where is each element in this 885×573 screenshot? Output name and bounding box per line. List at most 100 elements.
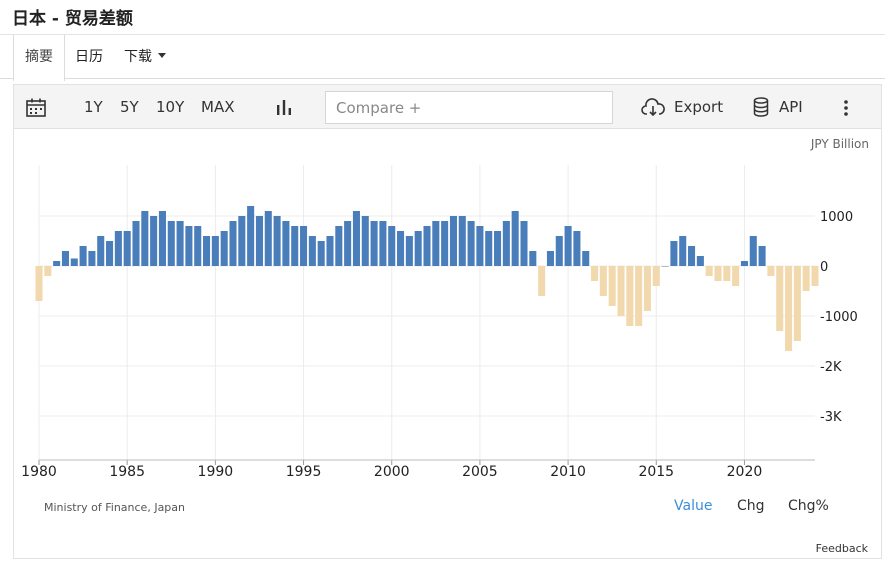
bar <box>626 266 634 326</box>
bar-chart-icon[interactable] <box>276 99 292 115</box>
bar <box>114 231 122 266</box>
cloud-download-icon[interactable] <box>641 98 665 117</box>
bar <box>370 221 378 266</box>
mode-chg-button[interactable]: Chg <box>737 498 765 514</box>
bar <box>264 211 272 266</box>
bar <box>414 231 422 266</box>
tab-calendar[interactable]: 日历 <box>75 49 103 65</box>
bar <box>776 266 784 331</box>
mode-chg-percent-button[interactable]: Chg% <box>788 498 829 514</box>
bar <box>397 231 405 266</box>
bar <box>379 221 387 266</box>
bar <box>388 226 396 266</box>
x-tick-label: 1980 <box>21 464 57 480</box>
bar <box>573 231 581 266</box>
mode-value-button[interactable]: Value <box>674 498 713 514</box>
bar <box>53 261 61 266</box>
data-source: Ministry of Finance, Japan <box>44 501 186 514</box>
bar <box>238 216 246 266</box>
x-tick-label: 2005 <box>462 464 498 480</box>
bar <box>591 266 599 281</box>
chevron-down-icon <box>158 53 166 58</box>
bar <box>308 236 316 266</box>
bar <box>670 241 678 266</box>
bar <box>255 216 263 266</box>
range-max-button[interactable]: MAX <box>201 98 235 116</box>
bar <box>740 261 748 266</box>
bar <box>317 241 325 266</box>
export-button[interactable]: Export <box>674 98 724 116</box>
tab-summary[interactable]: 摘要 <box>13 35 65 81</box>
y-tick-label: 1000 <box>820 210 853 225</box>
compare-input[interactable] <box>325 91 613 124</box>
tab-download-label: 下载 <box>124 49 152 65</box>
more-vertical-icon[interactable] <box>842 99 850 117</box>
bar <box>546 251 554 266</box>
bar <box>529 251 537 266</box>
database-icon[interactable] <box>753 97 769 117</box>
bar <box>661 266 669 267</box>
feedback-link[interactable]: Feedback <box>815 542 868 555</box>
x-tick-label: 2020 <box>727 464 763 480</box>
bar <box>458 216 466 266</box>
bar <box>785 266 793 351</box>
bar <box>176 221 184 266</box>
bar <box>441 221 449 266</box>
bar <box>696 256 704 266</box>
x-tick-label: 2010 <box>550 464 586 480</box>
chart-panel: 1Y 5Y 10Y MAX Export API JPY Billion Min… <box>13 84 882 559</box>
y-tick-label: -3K <box>820 410 842 425</box>
bar <box>70 258 78 266</box>
bar <box>194 226 202 266</box>
bar <box>652 266 660 286</box>
bar <box>141 211 149 266</box>
bar <box>229 221 237 266</box>
bar <box>538 266 546 296</box>
range-10y-button[interactable]: 10Y <box>156 98 185 116</box>
bar <box>617 266 625 316</box>
chart-unit: JPY Billion <box>810 137 869 151</box>
bar <box>361 216 369 266</box>
x-tick-label: 1995 <box>286 464 322 480</box>
bar <box>211 236 219 266</box>
bar <box>767 266 775 276</box>
bar <box>564 226 572 266</box>
x-tick-label: 2000 <box>374 464 410 480</box>
bar <box>123 231 131 266</box>
x-tick-label: 2015 <box>638 464 674 480</box>
bar <box>282 221 290 266</box>
bar <box>300 226 308 266</box>
bar <box>599 266 607 296</box>
api-button[interactable]: API <box>779 98 803 116</box>
page-title: 日本 - 贸易差额 <box>12 9 133 29</box>
bar <box>423 226 431 266</box>
bar <box>582 251 590 266</box>
range-5y-button[interactable]: 5Y <box>120 98 139 116</box>
bar <box>150 216 158 266</box>
range-1y-button[interactable]: 1Y <box>84 98 103 116</box>
bar <box>555 236 563 266</box>
bar <box>705 266 713 276</box>
bar <box>247 206 255 266</box>
bar <box>476 226 484 266</box>
bar <box>405 236 413 266</box>
bar <box>643 266 651 311</box>
bar <box>291 226 299 266</box>
tab-download[interactable]: 下载 <box>124 35 166 80</box>
bar <box>793 266 801 341</box>
bar <box>679 236 687 266</box>
bar <box>326 236 334 266</box>
bar <box>688 246 696 266</box>
x-tick-label: 1990 <box>198 464 234 480</box>
bar <box>467 221 475 266</box>
bar <box>723 266 731 281</box>
bar <box>714 266 722 281</box>
bar <box>185 226 193 266</box>
bar <box>494 231 502 266</box>
calendar-icon[interactable] <box>26 98 46 117</box>
chart-toolbar: 1Y 5Y 10Y MAX Export API <box>14 85 881 129</box>
bar <box>449 216 457 266</box>
bar <box>273 216 281 266</box>
x-tick-label: 1985 <box>109 464 145 480</box>
